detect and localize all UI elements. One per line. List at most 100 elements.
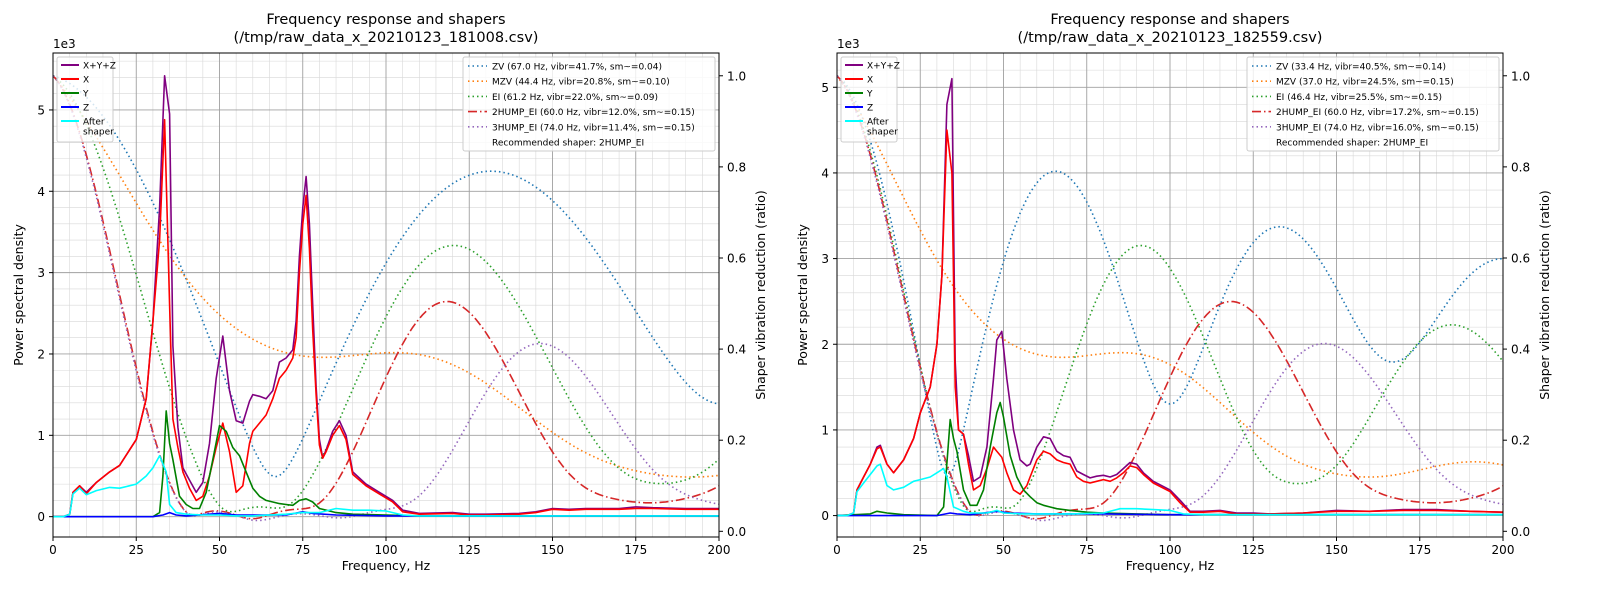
chart-title: Frequency response and shapers	[266, 12, 505, 28]
y2-tick-label: 0.2	[727, 434, 746, 448]
shaper-legend-box	[1246, 56, 1500, 152]
chart-title: Frequency response and shapers	[1050, 12, 1289, 28]
psd-line-2	[53, 118, 719, 518]
psd-line-3	[53, 410, 719, 518]
shaper-legend-label: ZV (67.0 Hz, vibr=41.7%, sm~=0.04)	[492, 63, 662, 73]
x-axis-label: Frequency, Hz	[342, 558, 431, 573]
y-offset-label: 1e3	[53, 37, 76, 51]
x-tick-label: 100	[1159, 543, 1182, 557]
y-tick-label: 3	[821, 252, 829, 266]
y-tick-label: 5	[821, 81, 829, 95]
shaper-legend: ZV (33.4 Hz, vibr=40.5%, sm~=0.14) MZV (3…	[1246, 56, 1500, 152]
psd-line-4	[53, 511, 719, 518]
recommended-shaper-text: Recommended shaper: 2HUMP_EI	[1276, 139, 1428, 149]
y2-axis: 0.0 0.2 0.4 0.6 0.8 1.0 Shaper vibration reduc…	[1503, 69, 1552, 539]
chart-panel-1: 0 25 50 75 100 125 150 175 200 Frequency, Hz 0 1 2 3 4…	[11, 12, 768, 573]
y-axis-label: Power spectral density	[11, 224, 26, 366]
y-tick-label: 4	[37, 185, 45, 199]
y2-axis: 0.0 0.2 0.4 0.6 0.8 1.0 Shaper vibration reduc…	[719, 69, 768, 539]
shaper-legend-label: MZV (37.0 Hz, vibr=24.5%, sm~=0.15)	[1276, 78, 1454, 88]
y2-axis-label: Shaper vibration reduction (ratio)	[1537, 190, 1552, 400]
y-axis-label: Power spectral density	[795, 224, 810, 366]
x-tick-label: 200	[708, 543, 731, 557]
y-tick-label: 3	[37, 266, 45, 280]
y2-axis-label: Shaper vibration reduction (ratio)	[753, 190, 768, 400]
y2-tick-label: 1.0	[1511, 69, 1530, 83]
shaper-legend-label: EI (46.4 Hz, vibr=25.5%, sm~=0.15)	[1276, 93, 1442, 103]
shaper-legend-label: 3HUMP_EI (74.0 Hz, vibr=11.4%, sm~=0.15)	[492, 123, 695, 133]
shaper-legend-label: EI (61.2 Hz, vibr=22.0%, sm~=0.09)	[492, 93, 658, 103]
psd-line-5	[53, 454, 719, 518]
y2-tick-label: 0.8	[1511, 160, 1530, 174]
psd-line-3	[837, 401, 1503, 517]
shaper-line-2hump_ei	[837, 75, 1503, 520]
x-tick-label: 150	[1325, 543, 1348, 557]
chart-subtitle: (/tmp/raw_data_x_20210123_181008.csv)	[234, 30, 539, 46]
y2-tick-label: 0.0	[727, 525, 746, 539]
x-tick-label: 175	[624, 543, 647, 557]
psd-legend-label: Y	[866, 90, 873, 100]
shaper-legend-label: 2HUMP_EI (60.0 Hz, vibr=12.0%, sm~=0.15)	[492, 108, 695, 118]
shaper-line-mzv	[837, 75, 1503, 478]
psd-line-2	[837, 129, 1503, 517]
psd-curves	[53, 75, 719, 518]
psd-legend-label: shaper	[83, 128, 114, 138]
psd-legend-label: X	[867, 76, 873, 86]
x-tick-label: 125	[1242, 543, 1265, 557]
psd-legend-label: Y	[82, 90, 89, 100]
x-tick-label: 100	[375, 543, 398, 557]
x-tick-label: 50	[996, 543, 1011, 557]
shaper-legend-box	[462, 56, 716, 152]
y-axis: 0 1 2 3 4 5 1e3 Power spectral density	[11, 37, 76, 524]
y-offset-label: 1e3	[837, 37, 860, 51]
y-axis: 0 1 2 3 4 5 1e3 Power spectral density	[795, 37, 860, 523]
y-tick-label: 4	[821, 166, 829, 180]
psd-line-4	[837, 510, 1503, 517]
x-tick-label: 75	[1079, 543, 1094, 557]
psd-legend-label: Z	[83, 104, 89, 114]
psd-legend-label: After	[83, 118, 105, 128]
y2-tick-label: 0.6	[1511, 251, 1530, 265]
y2-tick-label: 0.6	[727, 251, 746, 265]
shaper-legend: ZV (67.0 Hz, vibr=41.7%, sm~=0.04) MZV (4…	[462, 56, 716, 152]
psd-legend-label: After	[867, 118, 889, 128]
shaper-line-zv	[53, 75, 719, 478]
x-tick-label: 200	[1492, 543, 1515, 557]
y-tick-label: 1	[821, 423, 829, 437]
chart-panel-2: 0 25 50 75 100 125 150 175 200 Frequency, Hz 0 1 2 3 4…	[795, 12, 1552, 573]
y2-tick-label: 0.2	[1511, 434, 1530, 448]
x-axis: 0 25 50 75 100 125 150 175 200 Frequency, Hz	[49, 537, 730, 573]
y-tick-label: 5	[37, 103, 45, 117]
shaper-legend-label: ZV (33.4 Hz, vibr=40.5%, sm~=0.14)	[1276, 63, 1446, 73]
y-tick-label: 0	[821, 509, 829, 523]
x-tick-label: 75	[295, 543, 310, 557]
shaper-line-zv	[837, 75, 1503, 478]
x-tick-label: 0	[49, 543, 57, 557]
psd-legend-label: Z	[867, 104, 873, 114]
y2-tick-label: 1.0	[727, 69, 746, 83]
x-tick-label: 50	[212, 543, 227, 557]
x-tick-label: 125	[458, 543, 481, 557]
x-tick-label: 25	[913, 543, 928, 557]
x-tick-label: 150	[541, 543, 564, 557]
x-axis-label: Frequency, Hz	[1126, 558, 1215, 573]
y2-tick-label: 0.8	[727, 160, 746, 174]
x-tick-label: 0	[833, 543, 841, 557]
psd-legend-label: shaper	[867, 128, 898, 138]
y-tick-label: 1	[37, 429, 45, 443]
recommended-shaper-text: Recommended shaper: 2HUMP_EI	[492, 139, 644, 149]
chart-subtitle: (/tmp/raw_data_x_20210123_182559.csv)	[1018, 30, 1323, 46]
y-tick-label: 2	[37, 347, 45, 361]
shaper-curves	[837, 75, 1503, 522]
grid	[837, 53, 1503, 537]
x-tick-label: 25	[129, 543, 144, 557]
shaper-legend-label: MZV (44.4 Hz, vibr=20.8%, sm~=0.10)	[492, 78, 670, 88]
y-tick-label: 2	[821, 338, 829, 352]
shaper-line-ei	[53, 75, 719, 513]
y2-tick-label: 0.4	[727, 343, 746, 357]
y-tick-label: 0	[37, 510, 45, 524]
shaper-line-3hump_ei	[837, 75, 1503, 522]
psd-line-5	[837, 463, 1503, 517]
